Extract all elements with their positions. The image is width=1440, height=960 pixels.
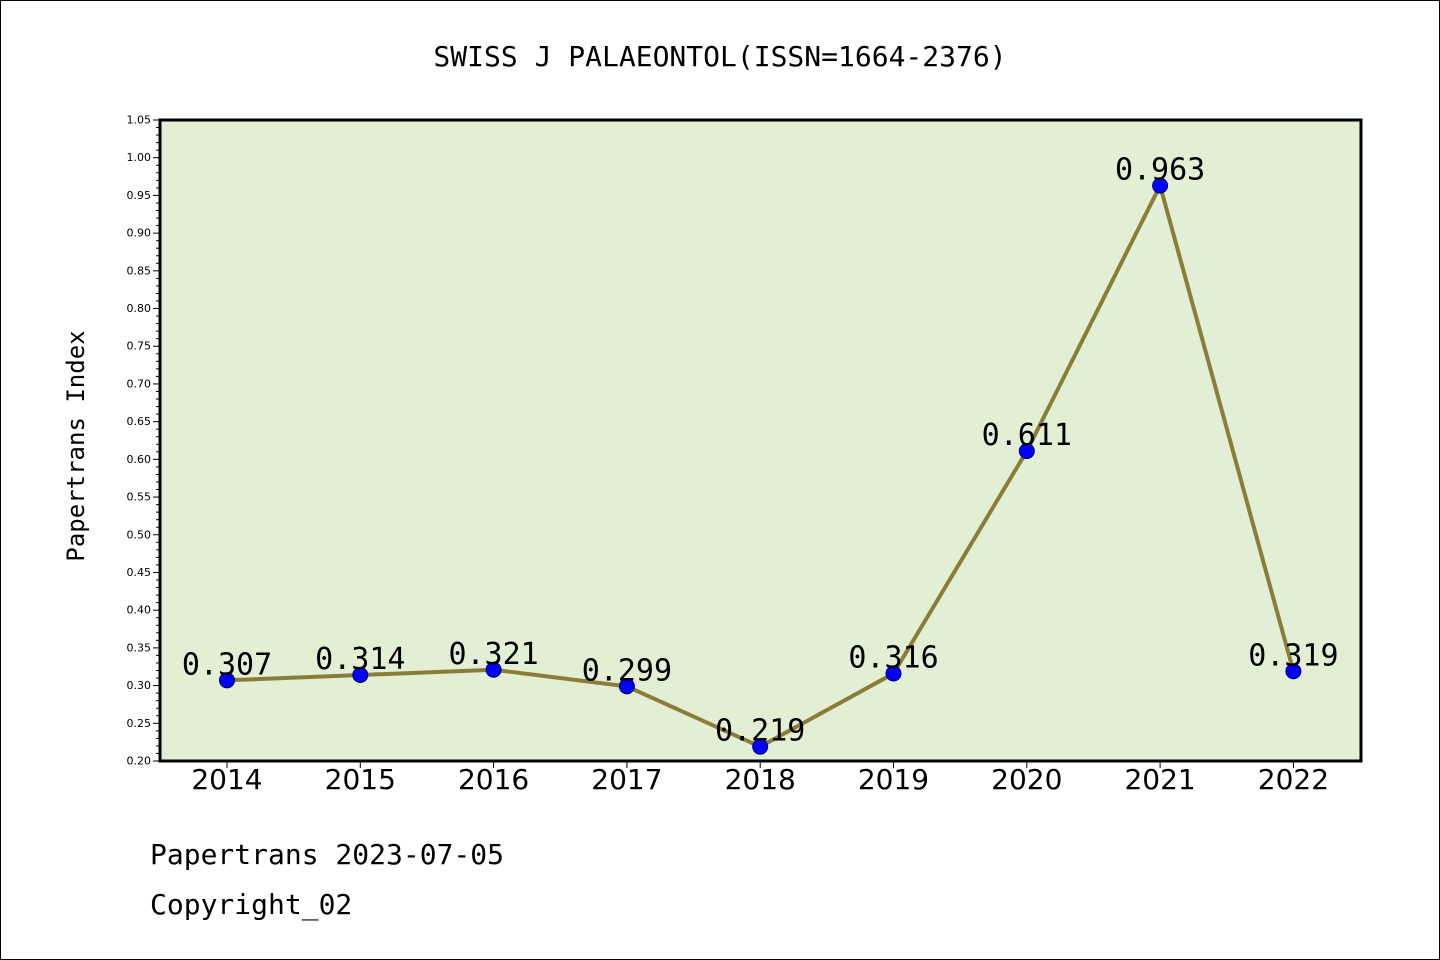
y-tick-label: 0.25 <box>127 717 152 730</box>
footer-copyright: Copyright_02 <box>150 888 352 922</box>
x-tick-label: 2014 <box>191 763 262 796</box>
y-axis-label: Papertrans Index <box>62 330 90 561</box>
data-point <box>1285 663 1302 680</box>
y-tick-label: 0.45 <box>127 566 152 579</box>
y-tick-label: 0.70 <box>127 377 152 390</box>
data-point <box>485 661 502 678</box>
y-tick-label: 0.60 <box>127 453 152 466</box>
data-point <box>885 665 902 682</box>
data-point <box>352 667 369 684</box>
y-tick-label: 0.30 <box>127 679 152 692</box>
data-point <box>1018 443 1035 460</box>
y-tick-label: 0.40 <box>127 604 152 617</box>
data-label: 0.321 <box>448 637 538 672</box>
x-tick-label: 2018 <box>725 763 796 796</box>
data-point <box>618 678 635 695</box>
y-tick-label: 0.95 <box>127 189 152 202</box>
x-tick-label: 2016 <box>458 763 529 796</box>
y-tick-label: 0.50 <box>127 528 152 541</box>
y-tick-label: 0.85 <box>127 264 152 277</box>
data-point <box>752 738 769 755</box>
x-tick-label: 2020 <box>991 763 1062 796</box>
data-label: 0.963 <box>1115 153 1205 188</box>
x-tick-label: 2021 <box>1124 763 1195 796</box>
plot-area <box>158 118 1363 763</box>
data-label: 0.299 <box>582 653 672 688</box>
chart-title: SWISS J PALAEONTOL(ISSN=1664-2376) <box>433 40 1006 73</box>
x-tick-label: 2017 <box>591 763 662 796</box>
data-label: 0.316 <box>848 641 938 676</box>
data-point <box>219 672 235 689</box>
y-tick-label: 1.00 <box>127 151 152 164</box>
y-tick-label: 0.75 <box>127 340 152 353</box>
y-tick-label: 1.05 <box>127 114 152 127</box>
y-tick-label: 0.65 <box>127 415 152 428</box>
data-label: 0.319 <box>1248 638 1338 673</box>
series-line-group <box>219 177 1302 755</box>
y-tick-label: 0.90 <box>127 227 152 240</box>
data-label: 0.307 <box>182 647 272 682</box>
x-tick-label: 2019 <box>858 763 929 796</box>
y-tick-label: 0.35 <box>127 641 152 654</box>
data-point <box>1152 177 1169 194</box>
footer-date: Papertrans 2023-07-05 <box>150 838 504 871</box>
y-tick-label: 0.55 <box>127 491 152 504</box>
x-tick-label: 2015 <box>325 763 396 796</box>
y-axis: 0.20 0.25 0.30 0.35 0.40 0.45 0.50 0.55 0.60 0.65… <box>127 114 160 768</box>
data-labels: 0.307 0.314 0.321 0.299 0.219 0.316 0.611 0.963… <box>182 153 1339 749</box>
x-axis: 2014 2015 2016 2017 2018 2019 2020 2021 2022 <box>191 761 1329 796</box>
data-label: 0.314 <box>315 642 405 677</box>
data-label: 0.611 <box>982 418 1072 453</box>
y-tick-label: 0.80 <box>127 302 152 315</box>
x-tick-label: 2022 <box>1258 763 1329 796</box>
data-label: 0.219 <box>715 714 805 749</box>
y-tick-label: 0.20 <box>127 755 152 768</box>
